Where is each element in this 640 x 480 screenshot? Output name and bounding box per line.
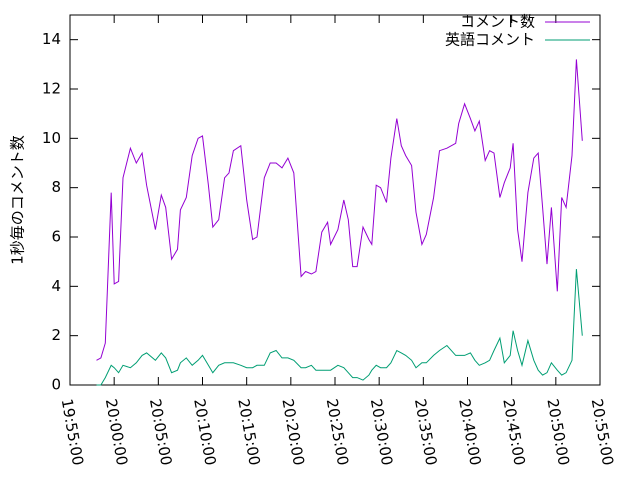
x-tick-label: 20:35:00 <box>411 397 440 466</box>
x-tick-label: 20:25:00 <box>323 397 352 466</box>
y-tick-label: 2 <box>51 326 61 344</box>
x-tick-label: 20:40:00 <box>455 397 484 466</box>
y-tick-label: 8 <box>51 178 61 196</box>
x-tick-label: 20:05:00 <box>146 397 175 466</box>
x-tick-label: 20:15:00 <box>234 397 263 466</box>
y-tick-label: 12 <box>42 80 61 98</box>
x-tick-label: 20:00:00 <box>102 397 131 466</box>
series-line <box>96 269 583 386</box>
y-tick-label: 6 <box>51 228 61 246</box>
legend-label: コメント数 <box>460 13 535 31</box>
legend-label: 英語コメント <box>445 31 535 49</box>
x-tick-label: 20:50:00 <box>543 397 572 466</box>
x-tick-label: 20:10:00 <box>190 397 219 466</box>
x-tick-label: 19:55:00 <box>58 397 87 466</box>
x-tick-label: 20:55:00 <box>588 397 617 466</box>
x-tick-label: 20:30:00 <box>367 397 396 466</box>
series-line <box>96 59 583 361</box>
x-tick-label: 20:20:00 <box>278 397 307 466</box>
y-tick-label: 14 <box>42 30 61 48</box>
y-tick-label: 0 <box>51 376 61 394</box>
y-tick-label: 10 <box>42 129 61 147</box>
y-axis-label: 1秒毎のコメント数 <box>9 135 27 265</box>
x-tick-label: 20:45:00 <box>499 397 528 466</box>
y-tick-label: 4 <box>51 277 61 295</box>
